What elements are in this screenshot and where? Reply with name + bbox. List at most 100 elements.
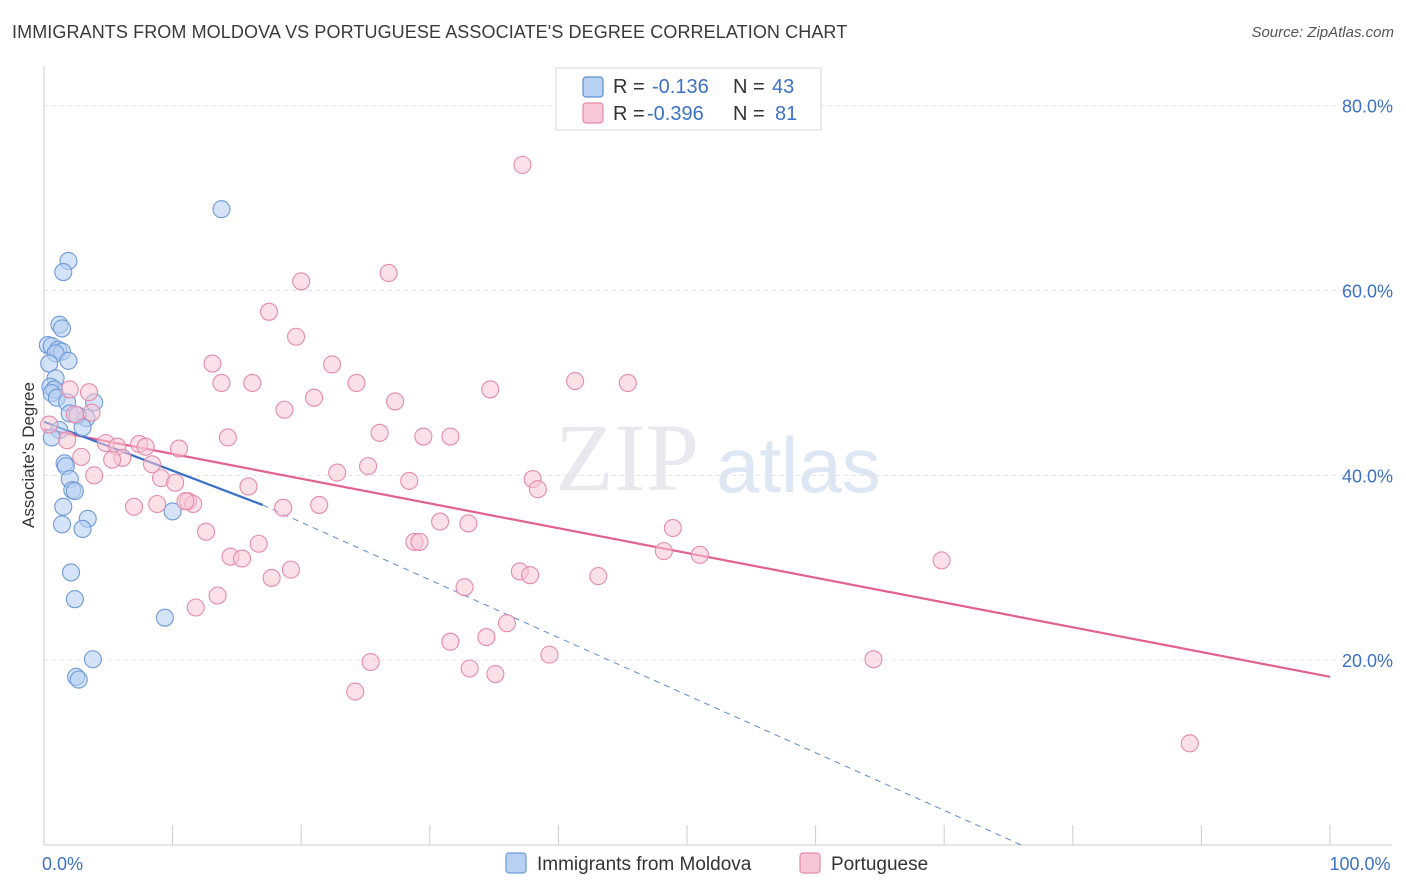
grid	[44, 105, 1392, 661]
point-portuguese-48	[274, 498, 293, 517]
point-portuguese-36	[85, 466, 104, 485]
point-moldova-31	[163, 502, 182, 521]
point-portuguese-45	[148, 494, 167, 514]
correlation-legend: R = -0.136 N = 43 R = -0.396 N = 81	[555, 67, 822, 131]
point-moldova-30	[54, 497, 73, 516]
point-portuguese-49	[431, 512, 450, 531]
point-portuguese-0	[513, 155, 532, 174]
point-portuguese-9	[347, 373, 366, 393]
point-moldova-37	[155, 608, 174, 627]
point-portuguese-14	[79, 383, 99, 402]
watermark-atlas: atlas	[716, 421, 881, 509]
point-moldova-34	[73, 519, 92, 539]
point-portuguese-77	[346, 682, 365, 701]
point-portuguese-66	[455, 578, 474, 597]
point-portuguese-61	[281, 560, 300, 579]
point-moldova-38	[83, 650, 102, 669]
point-portuguese-24	[58, 431, 77, 450]
point-portuguese-72	[540, 645, 559, 664]
legend-n-label-portuguese: N =	[733, 103, 765, 125]
point-portuguese-63	[521, 566, 540, 585]
y-tick-label-1: 40.0%	[1342, 466, 1393, 486]
legend-r-label-portuguese: R =	[613, 103, 645, 125]
point-portuguese-46	[310, 495, 329, 514]
point-portuguese-38	[400, 471, 419, 490]
point-portuguese-40	[166, 473, 185, 492]
point-moldova-35	[61, 563, 81, 582]
point-portuguese-55	[410, 532, 429, 551]
point-portuguese-30	[72, 447, 91, 466]
point-portuguese-18	[82, 403, 101, 422]
trend-portuguese	[43, 428, 1331, 678]
point-portuguese-59	[232, 549, 252, 568]
point-portuguese-32	[103, 450, 122, 469]
point-portuguese-65	[262, 568, 281, 587]
point-portuguese-21	[414, 427, 433, 446]
point-moldova-10	[59, 351, 78, 370]
y-tick-label-3: 80.0%	[1342, 97, 1393, 117]
point-portuguese-8	[243, 373, 262, 393]
point-portuguese-1	[379, 263, 398, 283]
point-portuguese-52	[196, 522, 216, 541]
point-portuguese-70	[477, 628, 496, 647]
legend-n-value-moldova: 43	[772, 76, 794, 98]
point-portuguese-79	[40, 415, 59, 434]
point-moldova-36	[65, 590, 84, 609]
point-moldova-4	[52, 319, 72, 338]
point-portuguese-75	[460, 659, 479, 678]
point-portuguese-6	[323, 355, 342, 374]
point-portuguese-20	[370, 423, 389, 442]
point-portuguese-42	[528, 480, 547, 499]
point-portuguese-4	[287, 327, 306, 346]
y-tick-label-0: 20.0%	[1342, 651, 1393, 671]
point-portuguese-7	[212, 373, 231, 393]
point-moldova-40	[69, 670, 88, 689]
x-tick-label-0: 0.0%	[42, 854, 83, 874]
point-portuguese-5	[203, 354, 222, 373]
point-portuguese-22	[441, 427, 460, 446]
point-portuguese-78	[1180, 734, 1199, 753]
bottom-legend-swatch-portuguese	[799, 852, 821, 874]
point-portuguese-71	[441, 632, 460, 651]
point-portuguese-47	[124, 497, 144, 516]
point-portuguese-74	[361, 652, 380, 672]
legend-swatch-moldova	[582, 76, 604, 98]
point-portuguese-34	[359, 457, 378, 476]
legend-n-label-moldova: N =	[733, 76, 765, 98]
point-portuguese-41	[239, 477, 258, 496]
point-portuguese-56	[654, 542, 673, 561]
x-tick-label-1: 100.0%	[1329, 854, 1390, 874]
point-portuguese-2	[292, 272, 311, 291]
point-portuguese-50	[459, 514, 478, 533]
bottom-legend-label-portuguese: Portuguese	[831, 854, 928, 875]
point-moldova-29	[65, 482, 84, 501]
point-portuguese-28	[136, 437, 155, 456]
series-legend: Immigrants from Moldova Portuguese	[505, 852, 928, 875]
point-portuguese-51	[663, 518, 682, 538]
y-tick-labels: 20.0% 40.0% 60.0% 80.0%	[1342, 97, 1393, 671]
legend-r-value-moldova: -0.136	[652, 76, 709, 98]
point-portuguese-10	[566, 372, 585, 391]
point-portuguese-33	[142, 455, 162, 474]
point-portuguese-35	[328, 463, 347, 482]
bottom-legend-swatch-moldova	[505, 852, 527, 874]
point-portuguese-57	[690, 545, 709, 564]
point-portuguese-17	[275, 400, 294, 419]
point-portuguese-53	[249, 534, 268, 553]
point-portuguese-67	[208, 586, 227, 605]
point-portuguese-29	[169, 439, 189, 458]
y-axis-title: Associate's Degree	[19, 382, 38, 528]
point-portuguese-19	[65, 405, 84, 424]
point-portuguese-80	[176, 492, 195, 511]
point-portuguese-3	[259, 302, 279, 321]
point-portuguese-16	[386, 392, 405, 411]
source-label: Source: ZipAtlas.com	[1251, 24, 1394, 41]
x-tick-labels: 0.0% 100.0%	[42, 854, 1391, 874]
point-portuguese-69	[497, 614, 517, 633]
series-moldova	[38, 200, 231, 689]
y-tick-label-2: 60.0%	[1342, 282, 1393, 302]
legend-r-label-moldova: R =	[613, 76, 645, 98]
point-portuguese-13	[60, 380, 79, 399]
legend-swatch-portuguese	[582, 102, 604, 124]
point-portuguese-64	[589, 567, 608, 586]
